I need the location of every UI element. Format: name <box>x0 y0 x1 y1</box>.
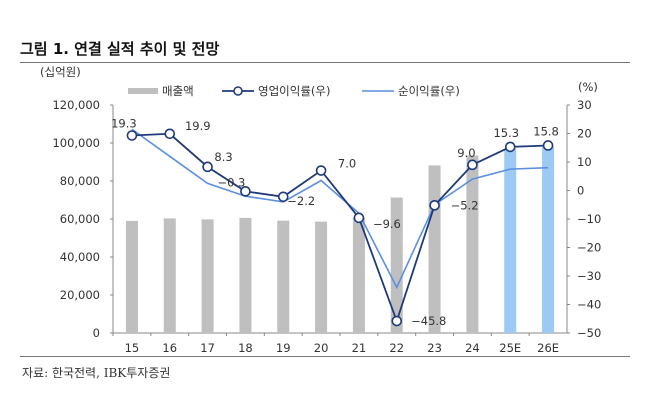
data-label: −5.2 <box>451 198 479 212</box>
legend-op-label: 영업이익률(우) <box>258 84 330 98</box>
data-label: −9.6 <box>373 217 401 231</box>
revenue-bar <box>201 219 214 333</box>
data-label: 7.0 <box>338 157 356 171</box>
legend-revenue-swatch <box>128 88 158 94</box>
legend-op-marker <box>233 86 243 96</box>
data-label: −45.8 <box>411 314 446 328</box>
operating-margin-marker <box>202 161 213 173</box>
right-tick-label: 0 <box>577 184 584 198</box>
right-tick-label: −50 <box>577 326 601 340</box>
revenue-bar <box>125 220 138 333</box>
revenue-bar <box>542 146 555 333</box>
left-tick-label: 40,000 <box>60 250 100 264</box>
revenue-bar <box>163 218 176 333</box>
revenue-bar <box>390 197 403 333</box>
left-tick-label: 60,000 <box>60 212 100 226</box>
x-tick-label: 19 <box>276 341 291 355</box>
right-tick-label: 10 <box>577 155 592 169</box>
net-margin-line <box>131 128 549 290</box>
right-tick-label: −10 <box>577 212 601 226</box>
data-label: 9.0 <box>457 146 475 160</box>
x-tick-label: 22 <box>389 341 404 355</box>
x-tick-label: 21 <box>352 341 367 355</box>
revenue-bar <box>315 221 328 333</box>
data-label: −0.3 <box>217 175 245 189</box>
revenue-bar <box>504 148 517 333</box>
operating-margin-marker <box>542 140 554 151</box>
left-tick-label: 120,000 <box>52 98 100 112</box>
data-label: 8.3 <box>214 150 232 164</box>
revenue-bar <box>352 217 365 333</box>
left-tick-label: 0 <box>93 326 100 340</box>
operating-margin-marker <box>126 130 138 141</box>
x-tick-label: 20 <box>314 341 329 355</box>
x-tick-label: 17 <box>200 341 215 355</box>
operating-margin-line <box>131 132 549 324</box>
left-tick-label: 20,000 <box>60 288 100 302</box>
operating-margin-marker <box>315 165 327 176</box>
x-tick-label: 26E <box>537 341 559 355</box>
revenue-bar <box>466 155 479 333</box>
legend-net-label: 순이익률(우) <box>398 84 460 98</box>
x-tick-label: 24 <box>465 341 480 355</box>
x-tick-label: 23 <box>427 341 442 355</box>
right-tick-label: 20 <box>577 127 592 141</box>
revenue-bar <box>239 217 252 333</box>
operating-margin-marker <box>467 159 478 171</box>
data-label: 19.9 <box>185 119 211 133</box>
operating-margin-marker <box>164 128 176 140</box>
source-divider <box>20 356 630 357</box>
data-label: −2.2 <box>287 194 315 208</box>
left-tick-label: 80,000 <box>60 174 100 188</box>
operating-margin-marker <box>429 200 440 211</box>
legend-revenue-label: 매출액 <box>162 84 194 98</box>
data-label: 15.3 <box>493 126 519 140</box>
operating-margin-marker <box>504 141 516 153</box>
operating-margin-marker <box>391 315 403 327</box>
right-tick-label: −30 <box>577 269 601 283</box>
operating-margin-marker <box>277 191 289 203</box>
right-tick-label: −40 <box>577 298 601 312</box>
left-axis-unit: (십억원) <box>40 65 81 79</box>
operating-margin-marker <box>240 186 251 197</box>
x-tick-label: 15 <box>125 341 140 355</box>
revenue-bar <box>277 220 290 333</box>
x-tick-label: 18 <box>238 341 253 355</box>
revenue-bar <box>428 165 441 333</box>
figure-title: 그림 1. 연결 실적 추이 및 전망 <box>20 40 220 58</box>
operating-margin-marker <box>353 212 365 224</box>
source-note: 자료: 한국전력, IBK투자증권 <box>22 366 171 380</box>
right-tick-label: −20 <box>577 241 601 255</box>
x-tick-label: 25E <box>499 341 521 355</box>
right-tick-label: 30 <box>577 98 592 112</box>
title-divider <box>20 62 630 63</box>
right-axis-unit: (%) <box>578 80 598 94</box>
x-tick-label: 16 <box>162 341 177 355</box>
data-label: 19.3 <box>111 116 137 130</box>
left-tick-label: 100,000 <box>52 136 100 150</box>
data-label: 15.8 <box>533 124 559 138</box>
